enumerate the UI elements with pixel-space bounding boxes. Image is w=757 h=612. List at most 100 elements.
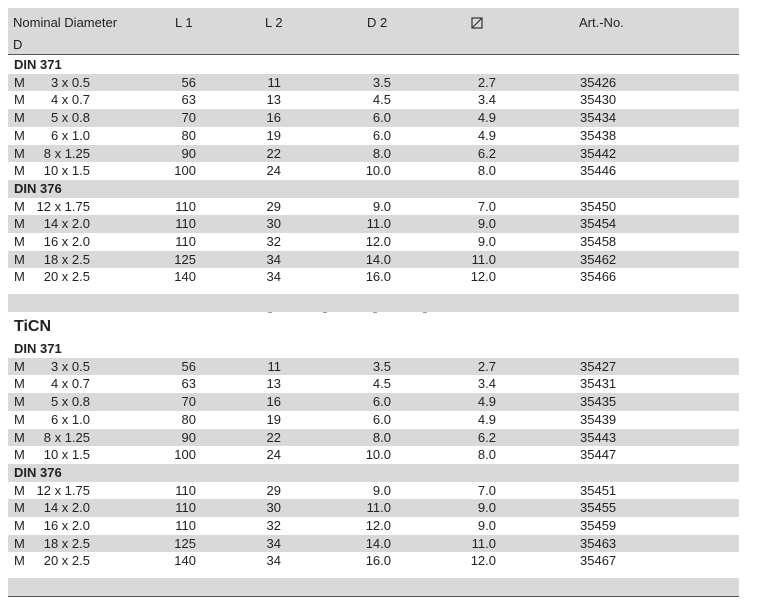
table-row-band xyxy=(8,534,739,553)
cell-m: M xyxy=(14,127,25,143)
group-label: DIN 371 xyxy=(14,341,62,356)
cell-size: 14 x 2.0 xyxy=(43,500,90,516)
square-drive-icon xyxy=(471,16,483,29)
table-row-band xyxy=(8,144,739,163)
cell-d2: 10.0 xyxy=(365,447,391,463)
cell-square: 9.0 xyxy=(477,234,496,249)
cell-art-no: 35466 xyxy=(580,269,617,285)
table-row-band xyxy=(8,109,739,127)
group-label: DIN 376 xyxy=(14,464,62,480)
cell-m: M xyxy=(14,500,25,516)
cell-size: 12 x 1.75 xyxy=(36,482,91,498)
cell-l2: 34 xyxy=(266,269,281,285)
cell-art-no: 35435 xyxy=(580,394,617,410)
cell-l2: 32 xyxy=(266,234,281,249)
section-footer-band xyxy=(8,578,739,597)
cell-m: M xyxy=(14,535,25,551)
cell-size: 20 x 2.5 xyxy=(43,553,90,569)
cell-l2: 11 xyxy=(267,358,282,374)
separator-mark xyxy=(373,312,377,314)
cell-art-no: 35458 xyxy=(580,234,617,249)
cell-m: M xyxy=(14,251,25,267)
cell-size: 16 x 2.0 xyxy=(43,234,90,249)
cell-d2: 3.5 xyxy=(372,74,391,90)
cell-m: M xyxy=(14,553,25,569)
table-row-band xyxy=(8,73,739,92)
cell-size: 16 x 2.0 xyxy=(43,518,90,533)
cell-m: M xyxy=(14,394,25,410)
cell-size: 14 x 2.0 xyxy=(43,216,90,232)
cell-square: 8.0 xyxy=(477,447,496,463)
cell-art-no: 35443 xyxy=(580,429,617,445)
cell-art-no: 35459 xyxy=(580,518,617,533)
cell-l1: 63 xyxy=(181,92,196,108)
group-label: DIN 376 xyxy=(14,180,62,196)
cell-l2: 16 xyxy=(266,110,281,126)
cell-square: 3.4 xyxy=(477,376,496,392)
cell-d2: 12.0 xyxy=(365,518,391,533)
cell-d2: 6.0 xyxy=(372,127,391,143)
cell-m: M xyxy=(14,198,25,214)
cell-square: 12.0 xyxy=(470,553,496,569)
cell-size: 5 x 0.8 xyxy=(50,110,90,126)
cell-size: 18 x 2.5 xyxy=(43,251,90,267)
cell-art-no: 35446 xyxy=(580,163,617,179)
cell-m: M xyxy=(14,376,25,392)
cell-d2: 14.0 xyxy=(365,535,391,551)
cell-l2: 24 xyxy=(266,447,281,463)
cell-l2: 22 xyxy=(266,429,281,445)
cell-square: 9.0 xyxy=(477,216,496,232)
header-art-no: Art.-No. xyxy=(579,15,624,30)
cell-l1: 90 xyxy=(181,429,196,445)
cell-square: 2.7 xyxy=(477,358,496,374)
cell-size: 4 x 0.7 xyxy=(50,376,90,392)
cell-l2: 32 xyxy=(266,518,281,533)
cell-art-no: 35426 xyxy=(580,74,617,90)
cell-m: M xyxy=(14,110,25,126)
cell-l2: 29 xyxy=(266,482,281,498)
cell-size: 4 x 0.7 xyxy=(50,92,90,108)
cell-square: 3.4 xyxy=(477,92,496,108)
section-footer-band xyxy=(8,294,739,313)
cell-size: 8 x 1.25 xyxy=(43,145,90,161)
cell-d2: 6.0 xyxy=(372,411,391,427)
cell-l1: 140 xyxy=(174,553,196,569)
cell-m: M xyxy=(14,482,25,498)
cell-l2: 30 xyxy=(266,216,281,232)
cell-l1: 110 xyxy=(175,500,196,516)
cell-art-no: 35442 xyxy=(580,145,617,161)
cell-art-no: 35438 xyxy=(580,127,617,143)
cell-d2: 11.0 xyxy=(366,216,391,232)
cell-m: M xyxy=(14,234,25,249)
cell-m: M xyxy=(14,429,25,445)
cell-size: 10 x 1.5 xyxy=(43,447,90,463)
table-row-band xyxy=(8,428,739,447)
cell-square: 7.0 xyxy=(477,482,496,498)
cell-m: M xyxy=(14,216,25,232)
cell-m: M xyxy=(14,411,25,427)
cell-size: 12 x 1.75 xyxy=(36,198,91,214)
cell-d2: 10.0 xyxy=(365,163,391,179)
cell-d2: 6.0 xyxy=(372,394,391,410)
cell-l1: 125 xyxy=(174,251,196,267)
cell-d2: 8.0 xyxy=(372,429,391,445)
cell-l2: 29 xyxy=(266,198,281,214)
cell-d2: 16.0 xyxy=(365,553,391,569)
cell-l2: 11 xyxy=(267,74,282,90)
cell-l1: 56 xyxy=(181,358,196,374)
cell-l1: 80 xyxy=(181,127,196,143)
header-l1: L 1 xyxy=(175,15,193,30)
cell-art-no: 35431 xyxy=(580,376,617,392)
cell-size: 10 x 1.5 xyxy=(43,163,90,179)
cell-d2: 6.0 xyxy=(372,110,391,126)
cell-l2: 34 xyxy=(266,535,281,551)
cell-l1: 125 xyxy=(174,535,196,551)
header-d: D xyxy=(13,37,23,52)
cell-art-no: 35455 xyxy=(580,500,617,516)
cell-l1: 100 xyxy=(174,163,196,179)
table-row-band xyxy=(8,393,739,411)
cell-l2: 34 xyxy=(266,251,281,267)
cell-square: 12.0 xyxy=(470,269,496,285)
cell-l1: 110 xyxy=(175,216,196,232)
